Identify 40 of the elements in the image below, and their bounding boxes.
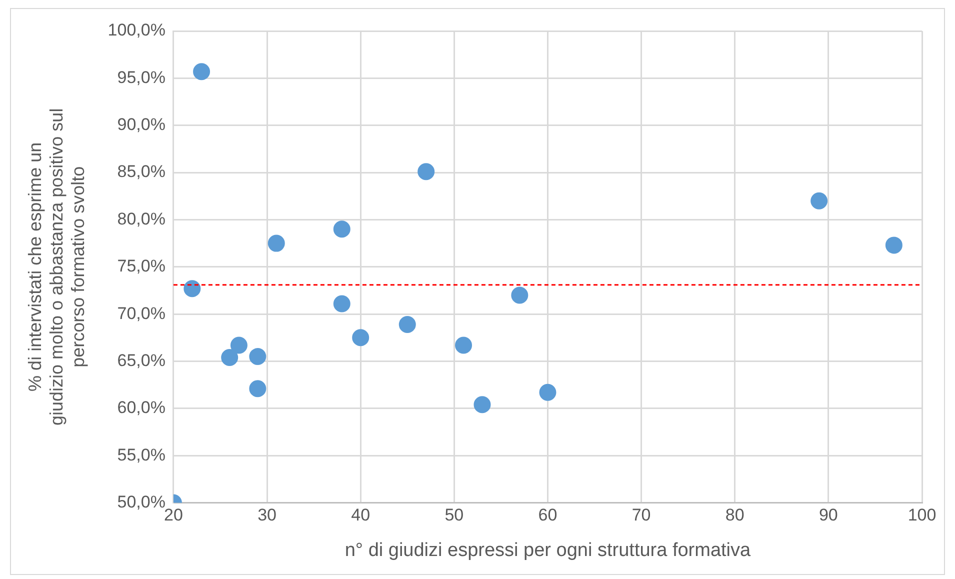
x-tick-label: 60 — [538, 506, 558, 525]
y-axis-title: % di intervistati che esprime un giudizio molto o abbastanza positivo sul percorso formativo svolto — [24, 108, 88, 426]
x-tick-label: 20 — [164, 506, 183, 525]
point — [249, 380, 266, 398]
point — [333, 295, 350, 312]
x-tick-label: 90 — [818, 506, 838, 525]
point — [455, 336, 472, 354]
y-tick-label: 75,0% — [117, 256, 166, 276]
point — [221, 348, 238, 366]
point — [418, 163, 435, 180]
x-tick-label: 30 — [258, 506, 276, 525]
point — [539, 384, 556, 401]
y-tick-label: 80,0% — [117, 209, 166, 228]
x-tick-label: 50 — [444, 506, 464, 525]
x-tick-label: 40 — [351, 506, 370, 525]
y-tick-label: 90,0% — [117, 115, 166, 134]
y-tick-label: 95,0% — [117, 68, 166, 87]
y-tick-label: 60,0% — [117, 398, 166, 418]
y-tick-label: 65,0% — [117, 350, 166, 370]
point — [398, 316, 416, 333]
x-tick-label: 100 — [908, 506, 936, 525]
y-tick-label: 50,0% — [117, 492, 166, 512]
point — [268, 234, 285, 252]
point — [193, 63, 210, 80]
x-tick-label: 70 — [632, 506, 651, 525]
point — [230, 336, 248, 354]
y-tick-label: 85,0% — [117, 162, 166, 182]
x-tick-label: 80 — [725, 506, 744, 525]
y-tick-label: 55,0% — [117, 445, 166, 464]
point — [184, 280, 201, 298]
point — [474, 396, 491, 414]
y-tick-label: 70,0% — [117, 304, 166, 323]
y-tick-label: 100,0% — [108, 20, 166, 40]
point — [352, 329, 370, 346]
point — [333, 220, 350, 238]
point — [885, 236, 902, 254]
x-axis-title: n° di giudizi espressi per ogni struttura formativa — [344, 540, 752, 561]
point — [249, 348, 266, 366]
point — [511, 286, 528, 304]
point — [810, 192, 828, 210]
